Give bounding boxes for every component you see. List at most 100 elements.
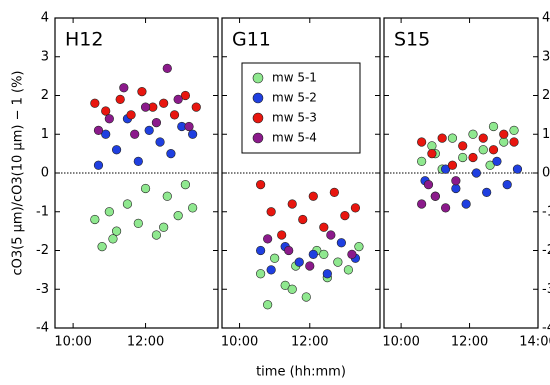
point: [458, 141, 468, 151]
point: [101, 106, 111, 116]
point: [502, 180, 512, 190]
point: [188, 129, 198, 139]
point: [461, 199, 471, 209]
y-tick-label: 2: [542, 88, 550, 103]
y-tick-label: -1: [36, 204, 49, 219]
point: [333, 257, 343, 267]
point: [270, 253, 280, 263]
point: [191, 102, 201, 112]
legend-marker: [252, 72, 264, 84]
point: [188, 203, 198, 213]
point: [133, 218, 143, 228]
point: [256, 245, 266, 256]
legend-label: mw 5-1: [272, 71, 317, 85]
panel-title: H12: [65, 29, 103, 51]
point: [347, 249, 357, 259]
point: [90, 214, 100, 225]
point: [173, 94, 183, 104]
y-tick-label: -3: [542, 282, 550, 297]
y-tick-label: -1: [542, 204, 550, 219]
point: [266, 265, 276, 275]
point: [111, 145, 122, 155]
point: [159, 98, 169, 108]
point: [111, 226, 122, 236]
point: [93, 125, 104, 135]
legend-label: mw 5-2: [272, 91, 317, 105]
y-tick-label: -3: [36, 282, 49, 297]
point: [447, 160, 458, 170]
point: [322, 269, 332, 279]
point: [478, 145, 488, 155]
y-tick-label: 1: [542, 127, 550, 142]
point: [447, 133, 458, 143]
point: [298, 214, 308, 225]
point: [115, 94, 125, 104]
point: [319, 249, 329, 259]
y-tick-label: 4: [542, 11, 550, 26]
point: [485, 160, 495, 170]
legend-label: mw 5-3: [272, 111, 317, 125]
point: [482, 187, 492, 197]
point: [488, 121, 499, 132]
point: [343, 265, 354, 275]
point: [488, 145, 499, 155]
y-tick-label: -2: [542, 243, 550, 258]
x-axis-label: time (hh:mm): [256, 365, 346, 380]
x-tick-label: 10:00: [221, 335, 258, 350]
y-tick-label: 4: [41, 11, 49, 26]
point: [93, 160, 104, 170]
point: [451, 176, 461, 186]
y-tick-label: 3: [41, 49, 49, 64]
point: [144, 125, 154, 135]
point: [166, 149, 176, 159]
y-tick-label: -2: [36, 243, 49, 258]
point: [266, 207, 276, 217]
point: [263, 234, 273, 244]
point: [308, 191, 318, 201]
point: [287, 199, 297, 209]
point: [130, 129, 140, 139]
point: [319, 222, 329, 232]
point: [417, 156, 427, 166]
point: [126, 110, 136, 120]
point: [122, 199, 133, 209]
point: [417, 137, 427, 147]
point: [155, 137, 165, 147]
legend-marker: [252, 92, 264, 104]
point: [468, 152, 478, 163]
point: [471, 168, 482, 178]
point: [427, 141, 437, 151]
y-tick-label: 2: [41, 88, 49, 103]
panel-frame: [221, 17, 381, 329]
point: [180, 180, 190, 190]
point: [284, 245, 294, 256]
y-tick-label: 1: [41, 127, 49, 142]
point: [340, 211, 350, 221]
point: [256, 269, 266, 279]
point: [137, 87, 147, 97]
x-tick-label: 14:00: [519, 335, 550, 350]
point: [180, 90, 190, 101]
point: [512, 164, 523, 174]
point: [287, 284, 297, 294]
point: [492, 156, 502, 166]
point: [277, 230, 287, 240]
point: [162, 191, 172, 201]
point: [294, 257, 304, 267]
point: [169, 110, 180, 120]
point: [173, 211, 183, 221]
point: [468, 129, 478, 139]
x-tick-label: 10:00: [54, 335, 91, 350]
point: [263, 300, 273, 310]
point: [301, 292, 311, 302]
point: [451, 183, 461, 194]
point: [509, 125, 519, 135]
y-tick-label: -4: [542, 321, 550, 336]
y-tick-label: 3: [542, 49, 550, 64]
x-tick-label: 12:00: [127, 335, 164, 350]
point: [104, 114, 114, 124]
point: [427, 149, 437, 159]
point: [326, 230, 336, 240]
point: [97, 242, 107, 252]
